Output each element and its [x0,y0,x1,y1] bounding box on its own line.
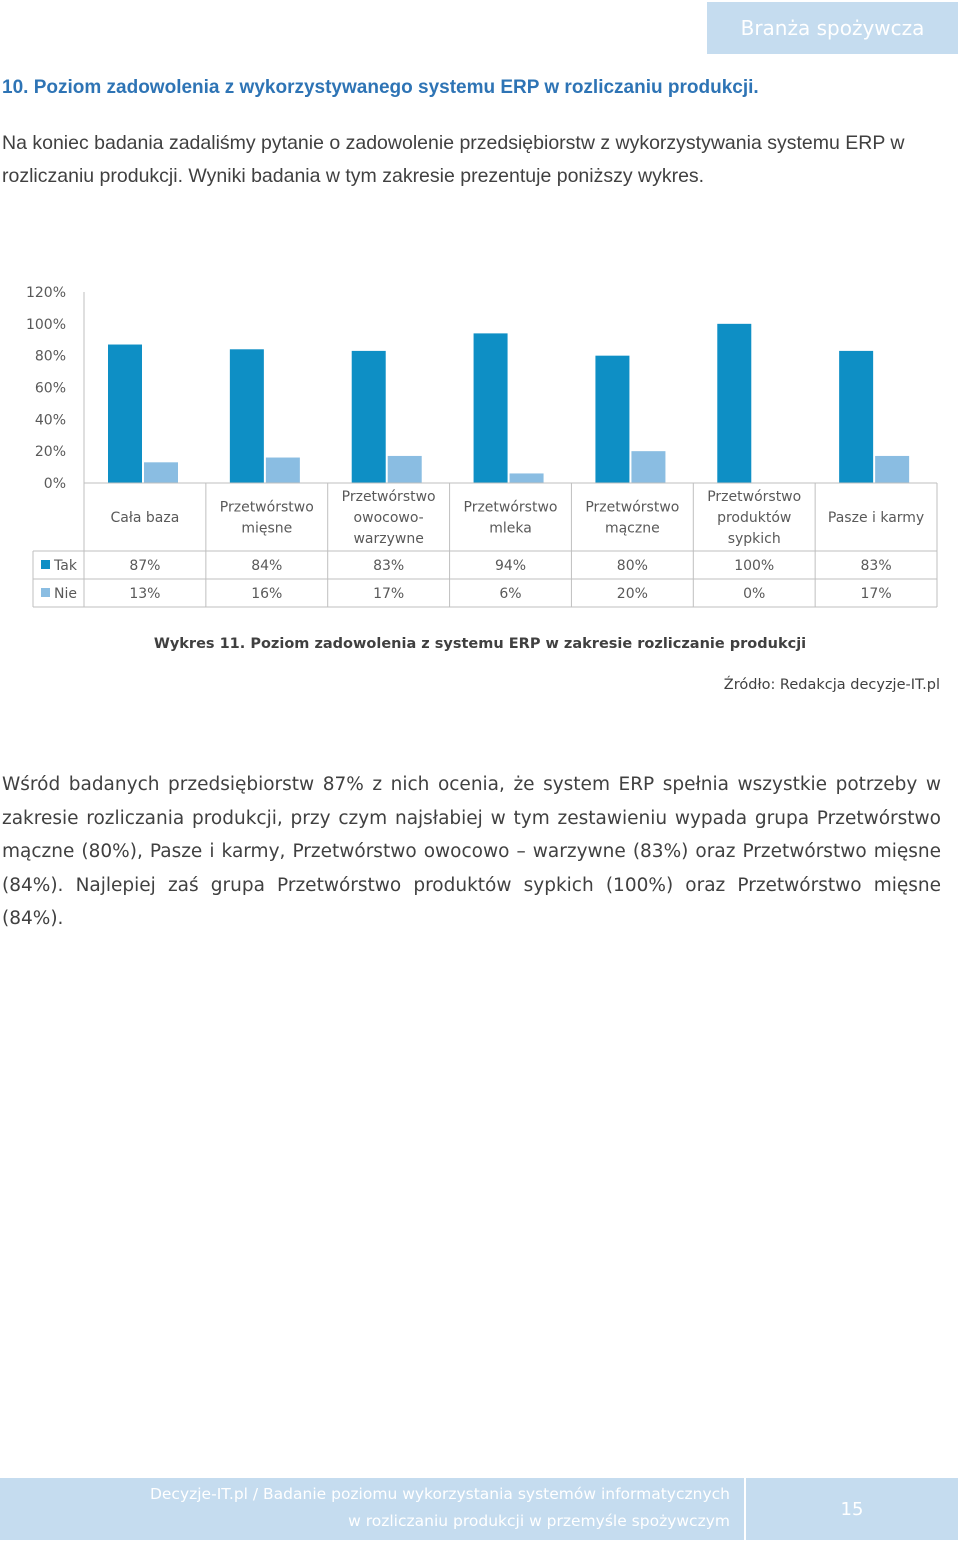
bar-tak [108,344,142,483]
x-category-label: sypkich [728,531,781,547]
data-label-tak: 87% [129,558,160,574]
legend-label-tak: Tak [53,558,78,574]
data-label-nie: 13% [129,586,160,602]
data-label-tak: 83% [861,558,892,574]
bar-nie [875,455,910,483]
section-heading: 10. Poziom zadowolenia z wykorzystywaneg… [2,77,759,98]
bar-nie [387,455,422,483]
x-category-label: mleka [489,521,532,537]
x-category-label: Pasze i karmy [828,510,924,526]
bar-tak [473,333,508,483]
y-tick-label: 100% [26,317,66,333]
satisfaction-bar-chart: 120% 100% 80% 60% 40% 20% 0% Cała baza Przetwórs… [26,285,938,608]
bar-tak [839,350,874,483]
x-category-label: Przetwórstwo [220,500,314,516]
footer-line-1: Decyzje-IT.pl / Badanie poziomu wykorzys… [149,1485,730,1503]
page-number: 15 [746,1478,958,1540]
data-label-tak: 100% [734,558,774,574]
x-category-label: owocowo- [354,510,424,526]
data-label-nie: 6% [499,586,521,602]
data-label-tak: 80% [617,558,648,574]
intro-paragraph: Na koniec badania zadaliśmy pytanie o za… [2,132,905,187]
y-tick-label: 120% [26,285,66,301]
x-category-label: Przetwórstwo [707,489,801,505]
footer-title: Decyzje-IT.pl / Badanie poziomu wykorzys… [0,1478,744,1540]
x-category-label: mączne [605,521,660,537]
x-category-label: warzywne [353,531,423,547]
data-label-nie: 17% [861,586,892,602]
y-tick-label: 80% [35,349,66,365]
bar-tak [595,355,630,483]
legend-key-tak [41,560,50,569]
x-category-label: produktów [717,510,791,526]
bar-tak [229,349,264,483]
data-label-tak: 83% [373,558,404,574]
x-category-label: Cała baza [111,510,180,526]
data-label-tak: 84% [251,558,282,574]
y-tick-label: 60% [35,381,66,397]
footer-line-2: w rozliczaniu produkcji w przemyśle spoż… [348,1512,730,1530]
y-tick-label: 40% [35,412,66,428]
bar-nie [265,457,300,483]
bar-nie [509,473,544,483]
data-label-nie: 16% [251,586,282,602]
body-paragraph: Wśród badanych przedsiębiorstw 87% z nic… [2,774,941,929]
data-label-tak: 94% [495,558,526,574]
chart-source: Źródło: Redakcja decyzje-IT.pl [723,677,940,693]
data-label-nie: 20% [617,586,648,602]
data-label-nie: 17% [373,586,404,602]
chart-caption: Wykres 11. Poziom zadowolenia z systemu … [153,636,807,652]
legend-label-nie: Nie [54,586,77,602]
x-category-label: Przetwórstwo [464,500,558,516]
x-category-label: Przetwórstwo [585,500,679,516]
bar-nie [144,462,178,483]
bar-tak [717,323,752,483]
bar-nie [631,451,666,483]
header-tab: Branża spożywcza [707,2,958,54]
legend-key-nie [41,588,50,597]
x-category-label: Przetwórstwo [342,489,436,505]
y-tick-label: 20% [35,444,66,460]
data-label-nie: 0% [743,586,765,602]
y-tick-label: 0% [44,476,66,492]
x-category-label: mięsne [241,521,292,537]
bar-tak [351,350,386,483]
